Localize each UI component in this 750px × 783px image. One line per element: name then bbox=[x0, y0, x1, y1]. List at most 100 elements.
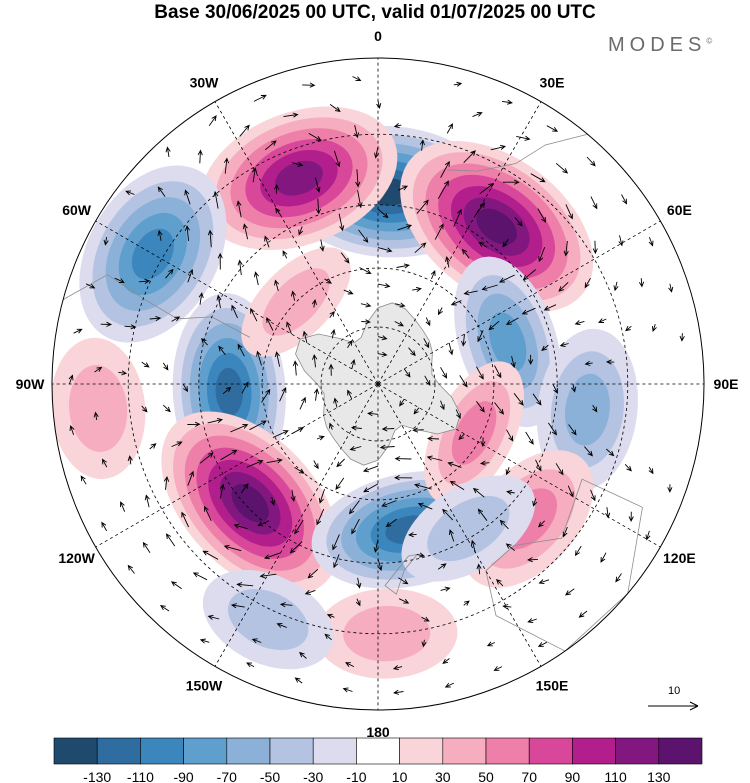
colorbar-tick-label: 90 bbox=[565, 769, 581, 783]
wind-arrow bbox=[392, 665, 403, 671]
wind-arrow bbox=[200, 338, 208, 346]
wind-arrow bbox=[412, 427, 424, 433]
wind-arrow bbox=[118, 370, 128, 376]
wind-arrow bbox=[461, 248, 470, 259]
wind-arrow bbox=[170, 581, 182, 590]
wind-arrow bbox=[403, 368, 411, 378]
wind-arrow bbox=[453, 81, 463, 87]
wind-arrow bbox=[270, 497, 276, 506]
wind-arrow bbox=[246, 662, 255, 668]
wind-arrow bbox=[68, 374, 74, 385]
wind-arrow bbox=[538, 247, 546, 263]
meridian bbox=[378, 383, 704, 597]
wind-arrow bbox=[119, 501, 126, 512]
wind-arrow bbox=[282, 250, 288, 259]
wind-arrow bbox=[442, 658, 450, 665]
meridian bbox=[377, 384, 591, 710]
wind-arrow bbox=[219, 483, 225, 499]
wind-arrow bbox=[350, 425, 362, 431]
wind-arrow bbox=[477, 330, 484, 343]
meridian bbox=[52, 383, 378, 597]
reference-vector: 10 bbox=[648, 685, 699, 711]
wind-arrow bbox=[430, 270, 436, 280]
wind-arrow bbox=[354, 124, 360, 139]
wind-arrow bbox=[357, 190, 363, 209]
wind-arrow bbox=[217, 252, 223, 270]
brand-text: MODES bbox=[608, 34, 707, 56]
colorbar-tick-label: -110 bbox=[127, 769, 154, 783]
wind-arrow bbox=[318, 488, 325, 504]
wind-arrow bbox=[394, 321, 405, 327]
wind-arrow bbox=[510, 356, 516, 369]
colorbar-swatch bbox=[269, 737, 314, 765]
wind-arrow bbox=[574, 545, 582, 557]
wind-arrow bbox=[562, 526, 568, 538]
wind-arrow bbox=[230, 424, 249, 433]
wind-arrow bbox=[377, 351, 388, 357]
colorbar-tick-label: -10 bbox=[346, 769, 366, 783]
africa-outline bbox=[447, 133, 588, 172]
wind-arrow bbox=[476, 563, 482, 575]
wind-arrow bbox=[237, 259, 243, 276]
wind-arrow bbox=[486, 641, 495, 647]
anomaly-center-10 bbox=[424, 361, 525, 505]
wind-arrow bbox=[355, 169, 361, 188]
anomaly-contour bbox=[476, 208, 517, 245]
wind-arrow bbox=[344, 662, 355, 668]
wind-arrow bbox=[598, 318, 607, 323]
wind-arrow bbox=[437, 180, 449, 199]
wind-arrow bbox=[159, 605, 170, 612]
colorbar-swatch bbox=[485, 737, 530, 765]
wind-arrow bbox=[242, 223, 249, 240]
wind-arrow bbox=[377, 283, 391, 289]
colorbar-swatch bbox=[615, 737, 660, 765]
wind-arrow bbox=[338, 213, 345, 232]
longitude-labels: 0 30E 60E 90E 120E 150E 180 150W 120W 90W 60W 30W bbox=[16, 28, 739, 740]
wind-arrow bbox=[459, 375, 468, 388]
wind-arrow bbox=[397, 224, 413, 231]
wind-arrow bbox=[157, 186, 166, 197]
wind-arrow bbox=[493, 666, 503, 671]
wind-arrow bbox=[165, 533, 176, 547]
wind-arrow bbox=[525, 431, 534, 445]
wind-arrow bbox=[316, 435, 325, 441]
wind-arrow bbox=[256, 350, 262, 366]
wind-arrow bbox=[241, 381, 249, 394]
wind-arrow bbox=[440, 586, 451, 592]
anomaly-contour bbox=[231, 483, 269, 523]
anomaly-contour bbox=[215, 367, 243, 416]
wind-arrow bbox=[502, 604, 512, 610]
colorbar: -130 -110 -90 -70 -50 -30 -10 10 30 50 70 90 110 130 bbox=[53, 737, 703, 783]
wind-arrow bbox=[567, 485, 574, 498]
wind-arrow bbox=[356, 577, 362, 589]
wind-arrow bbox=[328, 363, 334, 376]
wind-arrow bbox=[426, 455, 443, 461]
meridian bbox=[52, 171, 378, 385]
wind-arrow bbox=[207, 418, 224, 424]
wind-arrow bbox=[538, 520, 546, 528]
reference-vector-head bbox=[689, 701, 699, 711]
wind-arrow bbox=[80, 475, 87, 485]
wind-arrow bbox=[532, 393, 542, 406]
wind-arrow bbox=[207, 614, 220, 620]
wind-arrow bbox=[197, 149, 203, 164]
wind-arrow bbox=[667, 484, 673, 493]
wind-arrow bbox=[505, 543, 516, 552]
wind-arrow bbox=[530, 173, 546, 183]
meridian bbox=[378, 171, 704, 385]
wind-arrow bbox=[307, 568, 319, 579]
wind-arrow bbox=[426, 436, 440, 442]
wind-arrow bbox=[416, 199, 429, 214]
wind-arrow bbox=[377, 247, 393, 253]
anomaly-center-13 bbox=[315, 588, 458, 679]
wind-arrow bbox=[425, 317, 431, 327]
wind-arrow bbox=[559, 342, 569, 348]
wind-arrow bbox=[298, 226, 304, 236]
reference-vector-label: 10 bbox=[668, 685, 680, 697]
wind-arrow bbox=[592, 404, 598, 413]
longitude-label: 150W bbox=[186, 677, 223, 693]
wind-arrow bbox=[198, 292, 204, 305]
wind-arrow bbox=[329, 310, 335, 318]
anomaly-center-15 bbox=[202, 569, 334, 670]
